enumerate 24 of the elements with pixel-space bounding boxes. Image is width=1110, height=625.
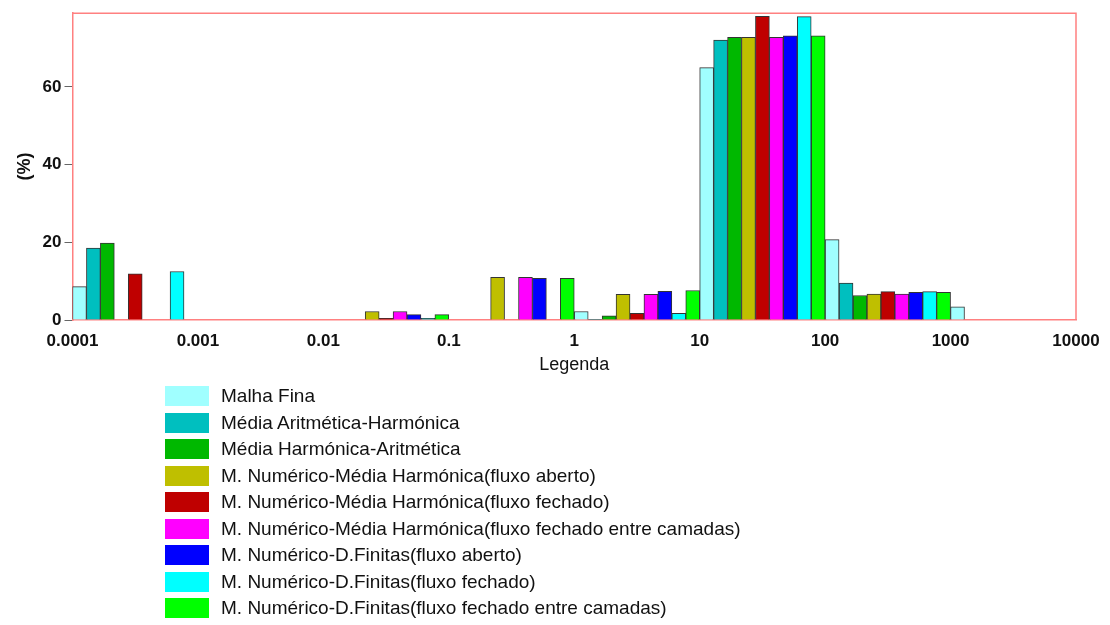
legend-label: M. Numérico-Média Harmónica(fluxo aberto) — [221, 464, 596, 487]
x-tick-label: 100 — [810, 330, 840, 350]
x-tick-label: 1000 — [931, 330, 970, 350]
legend-label: M. Numérico-Média Harmónica(fluxo fechado) — [221, 491, 610, 514]
x-tick-label: 0.01 — [306, 330, 340, 350]
x-tick-label: 0.001 — [176, 330, 220, 350]
x-tick-label: 10000 — [1052, 330, 1100, 350]
x-tick-label: 0.1 — [437, 330, 461, 350]
x-tick-label: 0.0001 — [46, 330, 99, 350]
y-tick-label: 60 — [42, 76, 62, 96]
legend-label: Média Harmónica-Aritmética — [221, 438, 461, 461]
x-tick-label: 1 — [569, 330, 579, 350]
legend-label: M. Numérico-D.Finitas(fluxo fechado entre camadas) — [221, 597, 667, 620]
legend-label: Média Aritmética-Harmónica — [221, 411, 460, 434]
legend-label: M. Numérico-D.Finitas(fluxo fechado) — [221, 570, 536, 593]
y-tick-label: 20 — [42, 232, 62, 252]
y-axis-title: (%) — [13, 152, 34, 181]
x-axis-title: Legenda — [539, 354, 611, 375]
legend-label: Malha Fina — [221, 385, 315, 408]
y-tick-label: 40 — [42, 154, 62, 174]
x-tick-label: 10 — [690, 330, 710, 350]
legend-label: M. Numérico-Média Harmónica(fluxo fechado entre camadas) — [221, 517, 741, 540]
legend-label: M. Numérico-D.Finitas(fluxo aberto) — [221, 544, 522, 567]
y-tick-label: 0 — [52, 309, 62, 329]
